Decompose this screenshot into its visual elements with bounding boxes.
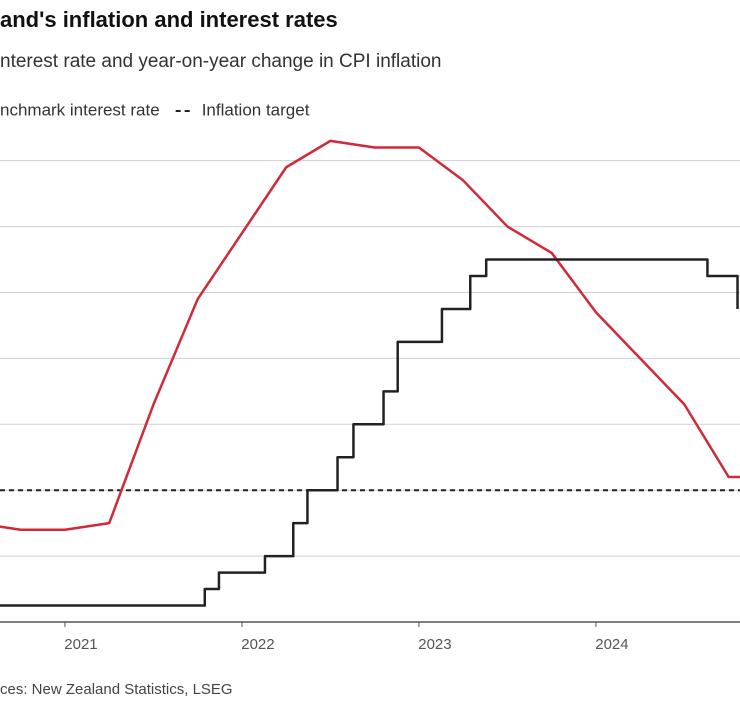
chart-subtitle: nterest rate and year-on-year change in …	[0, 51, 441, 72]
source-note: ces: New Zealand Statistics, LSEG	[0, 681, 233, 698]
rate-line	[0, 258, 739, 607]
legend-label: Inflation target	[202, 100, 310, 119]
x-tick-label: 2022	[241, 636, 274, 653]
inflation-line	[0, 139, 740, 531]
x-tick-label: 2024	[595, 636, 628, 653]
grid: 2021 2022 2023 2024	[0, 160, 740, 653]
legend-label: nchmark interest rate	[0, 100, 160, 119]
x-tick-label: 2023	[418, 636, 451, 653]
x-tick-label: 2021	[64, 636, 97, 653]
plot-area	[0, 139, 740, 607]
legend: nchmark interest rate Inflation target	[0, 100, 310, 119]
chart-title: and's inflation and interest rates	[0, 7, 338, 32]
